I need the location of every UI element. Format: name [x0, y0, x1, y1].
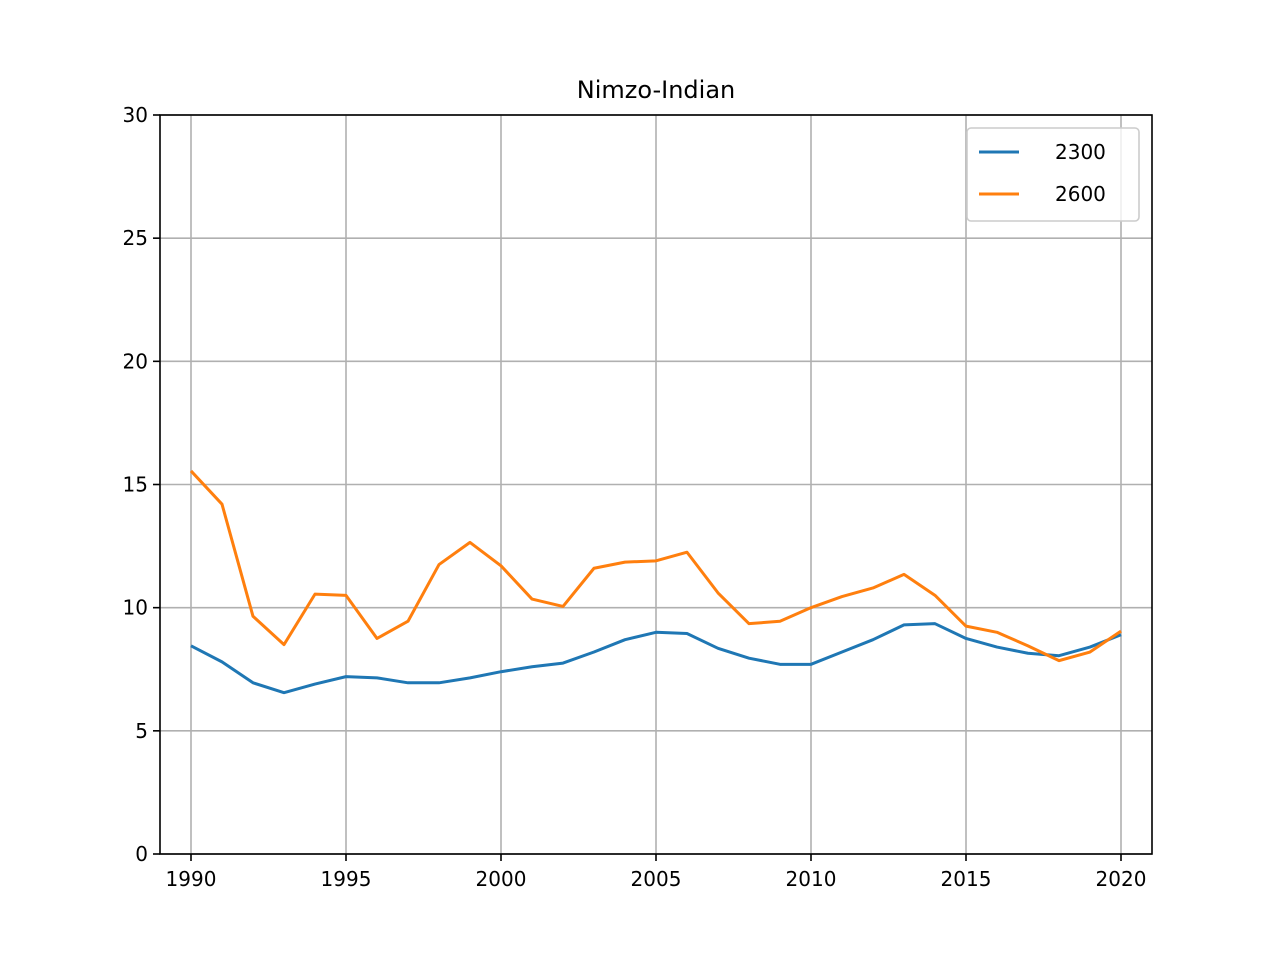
y-tick-label: 0 — [135, 842, 148, 866]
series-line-2600 — [189, 469, 1122, 663]
legend-label: 2300 — [1055, 140, 1106, 164]
x-tick-label: 2015 — [941, 867, 992, 891]
legend: 2300 2600 — [966, 127, 1140, 222]
series-lines — [189, 469, 1122, 695]
legend-box — [966, 127, 1140, 222]
x-tick-label: 1995 — [321, 867, 372, 891]
legend-label: 2600 — [1055, 182, 1106, 206]
x-tick-label: 2020 — [1096, 867, 1147, 891]
y-tick-label: 5 — [135, 719, 148, 743]
y-tick-label: 30 — [123, 103, 148, 127]
axis-ticks: 1990 1995 2000 2005 2010 2015 2020 0 5 10 15 20 25 30 — [123, 103, 1147, 891]
y-tick-label: 10 — [123, 596, 148, 620]
series-line-2300 — [190, 622, 1122, 695]
x-tick-label: 2005 — [631, 867, 682, 891]
y-tick-label: 20 — [123, 349, 148, 373]
chart-title: Nimzo-Indian — [577, 76, 736, 104]
x-tick-label: 2000 — [476, 867, 527, 891]
y-tick-label: 25 — [123, 226, 148, 250]
x-tick-label: 2010 — [786, 867, 837, 891]
y-tick-label: 15 — [123, 473, 148, 497]
x-tick-label: 1990 — [166, 867, 217, 891]
